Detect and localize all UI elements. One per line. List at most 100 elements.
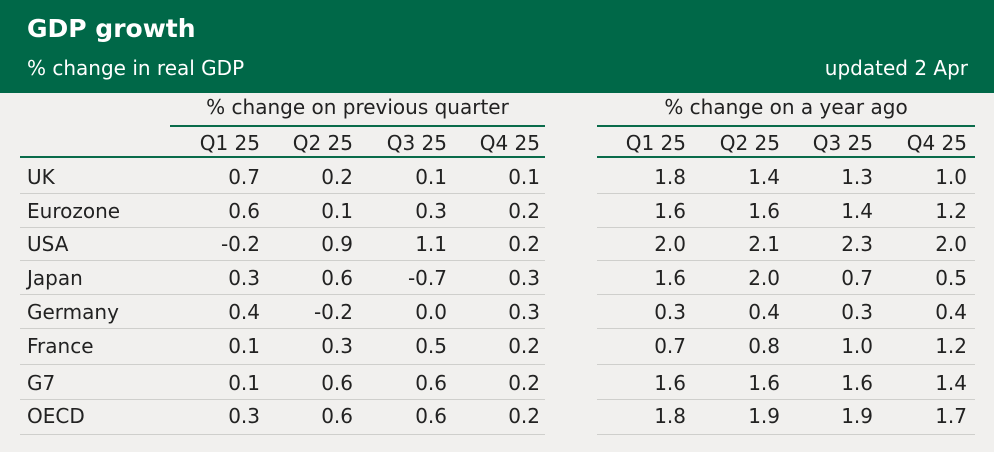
cell: 0.1	[415, 165, 447, 189]
cell: 0.3	[228, 266, 260, 290]
row-label: G7	[27, 371, 56, 395]
rule	[597, 125, 975, 127]
cell: 0.5	[415, 334, 447, 358]
cell: 1.9	[841, 404, 873, 428]
cell: 0.2	[508, 199, 540, 223]
column-header: Q1 25	[199, 131, 260, 155]
cell: 1.0	[841, 334, 873, 358]
cell: 0.4	[935, 300, 967, 324]
cell: 0.1	[508, 165, 540, 189]
cell: 0.9	[321, 232, 353, 256]
cell: 0.3	[508, 266, 540, 290]
row-label: Japan	[27, 266, 83, 290]
cell: 1.2	[935, 199, 967, 223]
cell: 1.9	[748, 404, 780, 428]
cell: 1.8	[654, 165, 686, 189]
rule	[170, 125, 545, 127]
column-header: Q4 25	[906, 131, 967, 155]
rule	[20, 226, 545, 228]
updated-date: updated 2 Apr	[824, 56, 968, 80]
row-label: USA	[27, 232, 69, 256]
cell: 0.8	[748, 334, 780, 358]
cell: 1.4	[935, 371, 967, 395]
cell: 1.1	[415, 232, 447, 256]
cell: -0.2	[220, 232, 260, 256]
cell: 0.3	[228, 404, 260, 428]
rule	[597, 328, 975, 329]
rule	[597, 363, 975, 365]
cell: 2.1	[748, 232, 780, 256]
cell: 0.5	[935, 266, 967, 290]
row-label: Germany	[27, 300, 119, 324]
cell: 2.0	[654, 232, 686, 256]
cell: 0.7	[654, 334, 686, 358]
cell: 0.3	[654, 300, 686, 324]
cell: 1.6	[654, 371, 686, 395]
rule	[20, 398, 545, 400]
cell: 2.0	[748, 266, 780, 290]
cell: 0.3	[508, 300, 540, 324]
rule	[20, 156, 545, 158]
cell: 0.7	[228, 165, 260, 189]
cell: 1.6	[654, 266, 686, 290]
cell: 1.6	[748, 371, 780, 395]
cell: 0.6	[321, 404, 353, 428]
cell: 0.2	[508, 404, 540, 428]
cell: 0.6	[321, 266, 353, 290]
cell: 1.8	[654, 404, 686, 428]
row-label: Eurozone	[27, 199, 121, 223]
cell: 1.3	[841, 165, 873, 189]
cell: 0.6	[228, 199, 260, 223]
cell: 1.6	[654, 199, 686, 223]
column-header: Q1 25	[625, 131, 686, 155]
cell: -0.2	[313, 300, 353, 324]
subtitle: % change in real GDP	[27, 56, 245, 80]
column-header: Q2 25	[719, 131, 780, 155]
group-label: % change on a year ago	[664, 95, 908, 119]
group-label: % change on previous quarter	[206, 95, 509, 119]
rule	[20, 294, 545, 295]
cell: 0.3	[321, 334, 353, 358]
rule	[597, 226, 975, 228]
cell: 0.1	[321, 199, 353, 223]
cell: 0.1	[228, 371, 260, 395]
cell: 0.3	[841, 300, 873, 324]
rule	[597, 193, 975, 194]
cell: 0.4	[748, 300, 780, 324]
column-header: Q3 25	[812, 131, 873, 155]
cell: 1.6	[748, 199, 780, 223]
cell: 0.3	[415, 199, 447, 223]
title: GDP growth	[27, 14, 196, 43]
rule	[20, 260, 545, 261]
cell: 1.0	[935, 165, 967, 189]
row-label: UK	[27, 165, 55, 189]
rule	[20, 434, 545, 435]
cell: 1.6	[841, 371, 873, 395]
cell: 0.4	[228, 300, 260, 324]
rule	[20, 328, 545, 329]
column-header: Q2 25	[292, 131, 353, 155]
cell: 0.6	[415, 404, 447, 428]
rule	[20, 363, 545, 365]
cell: 1.4	[748, 165, 780, 189]
rule	[597, 398, 975, 400]
cell: 1.2	[935, 334, 967, 358]
cell: 0.2	[508, 371, 540, 395]
header: GDP growth % change in real GDP updated …	[0, 0, 994, 93]
cell: 2.3	[841, 232, 873, 256]
cell: 1.7	[935, 404, 967, 428]
cell: 0.2	[508, 232, 540, 256]
cell: 1.4	[841, 199, 873, 223]
rule	[597, 294, 975, 295]
cell: 2.0	[935, 232, 967, 256]
column-header: Q3 25	[386, 131, 447, 155]
cell: 0.2	[508, 334, 540, 358]
cell: 0.1	[228, 334, 260, 358]
row-label: OECD	[27, 404, 85, 428]
rule	[597, 260, 975, 261]
cell: 0.6	[415, 371, 447, 395]
row-label: France	[27, 334, 94, 358]
cell: -0.7	[407, 266, 447, 290]
column-header: Q4 25	[479, 131, 540, 155]
cell: 0.2	[321, 165, 353, 189]
